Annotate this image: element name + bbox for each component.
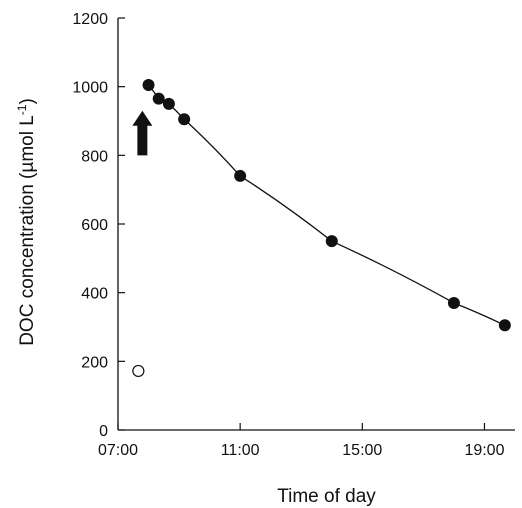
annotations	[132, 110, 153, 156]
marks	[132, 78, 511, 378]
y-tick-label: 1000	[72, 80, 108, 97]
x-tick-label: 07:00	[98, 442, 138, 459]
x-axis-title: Time of day	[277, 486, 376, 507]
y-tick-label: 200	[81, 354, 108, 371]
y-tick-label: 1200	[72, 11, 108, 28]
x-tick-label: 19:00	[464, 442, 504, 459]
data-point	[325, 235, 338, 248]
x-tick-label: 15:00	[342, 442, 382, 459]
axes: 0 200 400 600 800 1000 1200 07:00 11:00 15:00 19:…	[72, 11, 515, 459]
y-axis-title-close: )	[17, 98, 38, 104]
x-ticks: 07:00 11:00 15:00 19:00	[98, 423, 505, 459]
data-point	[234, 169, 247, 182]
series-line	[148, 84, 506, 326]
data-point	[142, 78, 155, 91]
data-point	[152, 92, 165, 105]
arrow-annotation	[132, 110, 153, 156]
y-tick-label: 0	[99, 423, 108, 440]
y-tick-label: 800	[81, 148, 108, 165]
y-axis-title: DOC concentration (µmol L-1)	[15, 98, 38, 346]
data-point	[178, 113, 191, 126]
data-point	[447, 296, 460, 309]
data-point	[498, 319, 511, 332]
data-point	[162, 97, 175, 110]
y-ticks: 0 200 400 600 800 1000 1200	[72, 11, 125, 440]
y-axis-title-main: DOC concentration (µmol L	[17, 115, 38, 346]
y-tick-label: 400	[81, 286, 108, 303]
x-tick-label: 11:00	[221, 442, 260, 459]
y-axis-title-superscript: -1	[15, 104, 29, 115]
y-tick-label: 600	[81, 217, 108, 234]
open-data-point	[132, 364, 145, 378]
